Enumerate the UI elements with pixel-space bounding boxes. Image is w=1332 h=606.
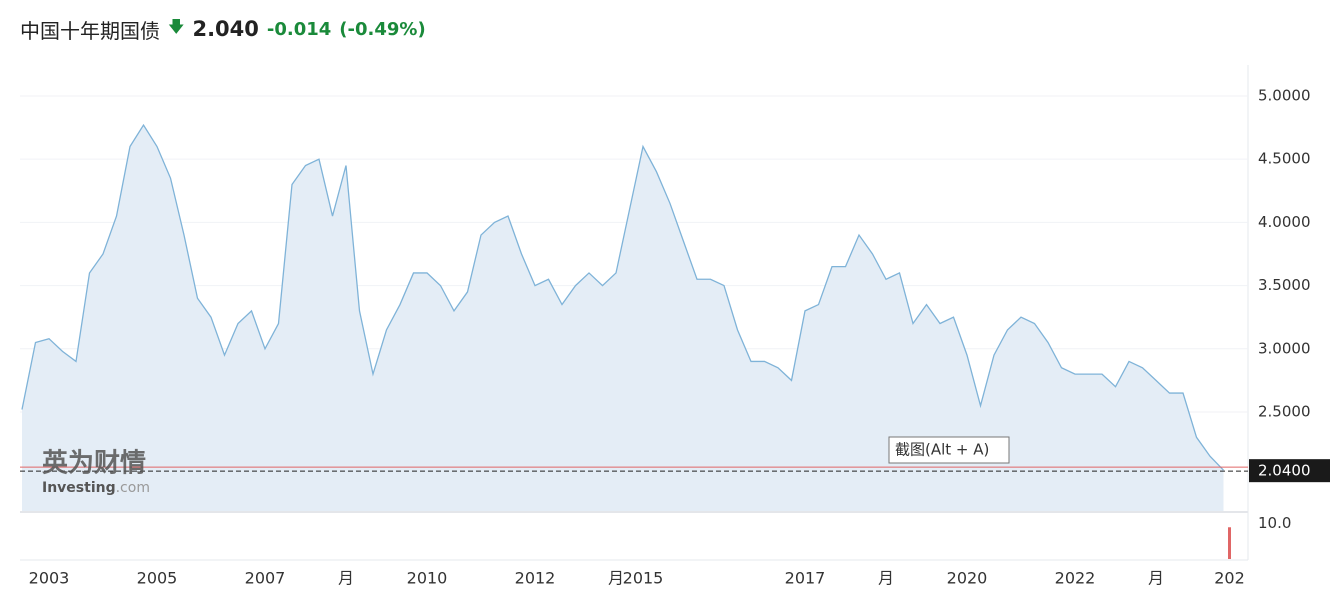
last-value-label: 2.0400 [1258,462,1311,480]
x-tick-label: 2010 [407,569,448,588]
x-tick-label: 2015 [623,569,664,588]
x-tick-label: 2017 [785,569,826,588]
y-tick-label: 4.0000 [1258,213,1311,231]
logo-sub: Investing.com [42,480,150,496]
logo: 英为财情 Investing.com [42,449,150,497]
x-tick-label: 月 [1148,569,1164,588]
x-tick-label: 月 [338,569,354,588]
x-tick-label: 2005 [137,569,178,588]
x-tick-label: 2007 [245,569,286,588]
y-tick-label: 3.5000 [1258,276,1311,294]
area-fill [22,125,1224,511]
header: 中国十年期国债 🡇 2.040 -0.014 (-0.49%) [20,14,426,44]
down-arrow: 🡇 [168,16,185,36]
volume-bar [1228,527,1231,559]
line [21,123,1224,471]
x-tick-label: 月 [608,569,624,588]
last-value-box [1249,459,1330,483]
y-tick-label: 5.0000 [1258,86,1311,104]
y-tick-label: 4.5000 [1258,150,1311,168]
y-tick-label: 3.0000 [1258,339,1311,357]
logo-brand: Investing [42,480,116,496]
tooltip-text: 截图(Alt + A) [895,441,989,459]
tooltip-box [888,436,1010,464]
logo-domain: .com [116,480,150,496]
change-percent: (-0.49%) [339,18,426,40]
x-tick-label: 月 [878,569,894,588]
y-tick-label: 10.0 [1258,514,1291,532]
price: 2.040 [192,17,259,41]
x-tick-label: 2003 [29,569,70,588]
logo-name: 英为财情 [42,449,146,479]
x-tick-label: 202 [1214,569,1245,588]
y-tick-label: 2.5000 [1258,403,1311,421]
x-tick-label: 2022 [1055,569,1096,588]
x-tick-label: 2020 [947,569,988,588]
instrument-title: 中国十年期国债 [20,18,160,43]
tooltip: 截图(Alt + A) [888,436,1010,464]
x-tick-label: 2012 [515,569,556,588]
change: -0.014 [266,18,332,40]
